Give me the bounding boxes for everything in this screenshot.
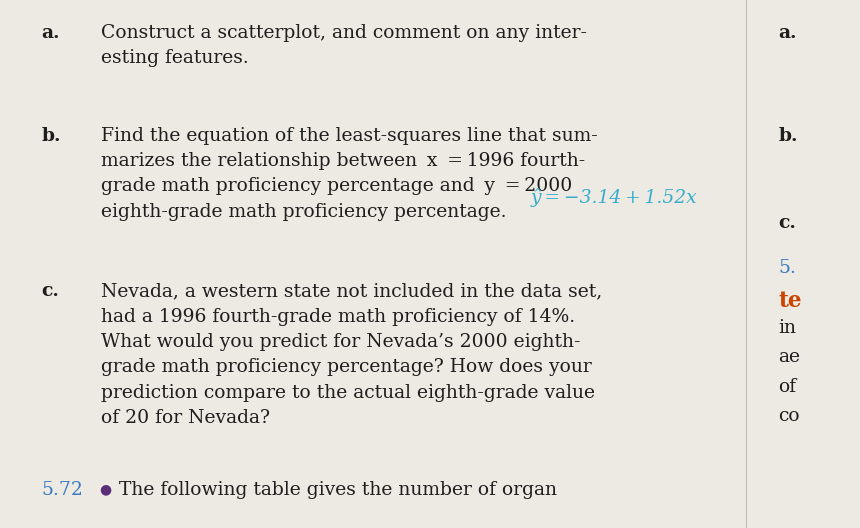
Text: b.: b. <box>778 127 798 145</box>
Text: a.: a. <box>41 24 60 42</box>
Text: 5.: 5. <box>778 259 796 277</box>
Text: ●: ● <box>99 482 111 496</box>
Text: Construct a scatterplot, and comment on any inter-
esting features.: Construct a scatterplot, and comment on … <box>101 24 587 67</box>
Text: te: te <box>778 290 802 313</box>
Text: co: co <box>778 407 800 425</box>
Text: The following table gives the number of organ: The following table gives the number of … <box>119 481 556 499</box>
Text: ŷ = −3.14 + 1.52x: ŷ = −3.14 + 1.52x <box>531 188 697 208</box>
Text: in: in <box>778 319 796 337</box>
Text: Find the equation of the least-squares line that sum-
marizes the relationship b: Find the equation of the least-squares l… <box>101 127 599 221</box>
Text: 5.72: 5.72 <box>41 481 83 499</box>
Text: Nevada, a western state not included in the data set,
had a 1996 fourth-grade ma: Nevada, a western state not included in … <box>101 282 603 427</box>
Text: c.: c. <box>41 282 59 300</box>
Text: b.: b. <box>41 127 61 145</box>
Text: of: of <box>778 378 796 395</box>
Text: ae: ae <box>778 348 801 366</box>
Text: c.: c. <box>778 214 796 232</box>
Text: a.: a. <box>778 24 797 42</box>
